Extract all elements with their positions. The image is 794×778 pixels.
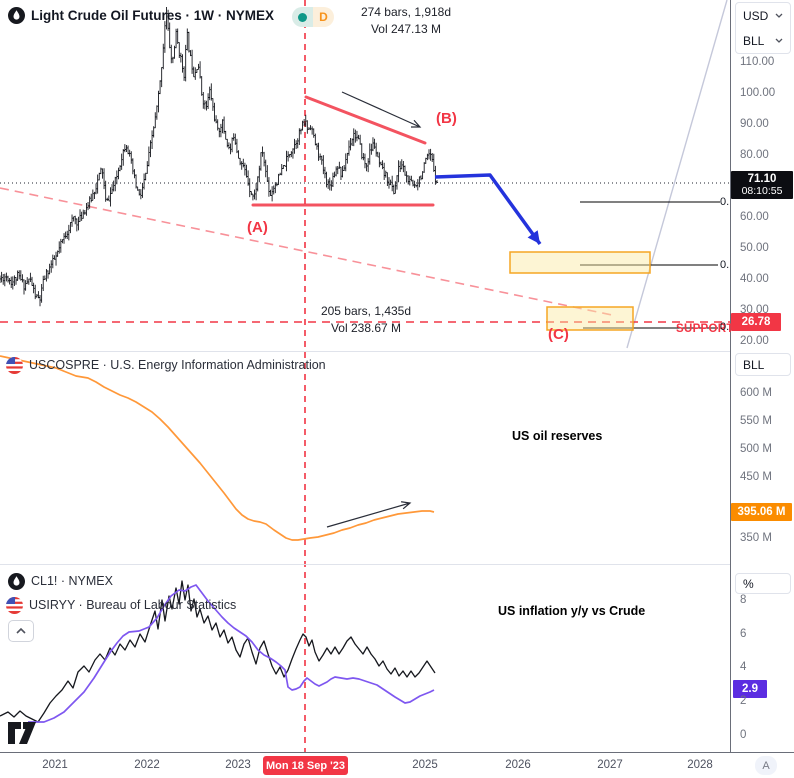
price-scale-border <box>730 0 731 778</box>
crosshair-date-badge: Mon 18 Sep '23 <box>263 756 348 775</box>
price-tick-label: 100.00 <box>740 87 776 99</box>
inflation-unit-card[interactable]: % <box>735 573 791 594</box>
reserves-unit-card[interactable]: BLL <box>735 353 791 376</box>
inflation-last-value: 2.9 <box>742 683 758 695</box>
year-tick-label: 2025 <box>412 759 438 771</box>
year-tick-label: 2022 <box>134 759 160 771</box>
reserves-last-value: 395.06 M <box>737 506 786 518</box>
legend-cl1[interactable]: CL1! · NYMEX <box>8 572 113 590</box>
collapse-pane-button[interactable] <box>8 620 34 642</box>
countdown-timer: 08:10:55 <box>741 185 783 197</box>
last-price-badge: 71.10 08:10:55 <box>731 171 793 199</box>
currency-value: USD <box>743 8 769 23</box>
chevron-up-icon <box>16 628 26 634</box>
price-tick-label: 600 M <box>740 387 772 399</box>
fib-level-label-1: 0. <box>720 196 730 208</box>
price-tick-label: 8 <box>740 594 747 606</box>
range-volume: Vol 247.13 M <box>370 22 442 36</box>
legend-reserves[interactable]: USCOSPRE · U.S. Energy Information Admin… <box>6 356 326 374</box>
us-flag-icon <box>6 596 23 614</box>
reserves-unit-value: BLL <box>743 357 765 372</box>
price-tick-label: 90.00 <box>740 118 769 130</box>
price-scale[interactable]: USD BLL BLL % 71.10 08:10:55 <box>731 0 794 752</box>
inflation-annotation: US inflation y/y vs Crude <box>498 604 646 618</box>
reserves-title: USCOSPRE · U.S. Energy Information Admin… <box>29 358 326 372</box>
chart-canvas[interactable] <box>0 0 730 752</box>
inflation-unit-value: % <box>743 576 754 591</box>
toggle-dot <box>298 12 307 22</box>
price-tick-label: 30.00 <box>740 304 769 316</box>
unit-dropdown[interactable]: BLL <box>736 28 790 53</box>
wave-c-label: (C) <box>548 326 569 343</box>
us-flag-icon <box>6 356 23 374</box>
oil-drop-icon <box>8 6 25 24</box>
usiryy-title: USIRYY · Bureau of Labour Statistics <box>29 598 237 612</box>
range-stats: 274 bars, 1,918d Vol 247.13 M <box>352 4 460 38</box>
auto-scale-button[interactable]: A <box>755 756 777 775</box>
price-tick-label: 500 M <box>740 443 772 455</box>
chevron-down-icon <box>775 13 783 18</box>
price-tick-label: 0 <box>740 729 747 741</box>
year-tick-label: 2021 <box>42 759 68 771</box>
scale-unit-card: USD BLL <box>735 2 791 54</box>
wave-b-label: (B) <box>436 110 457 127</box>
pane-divider[interactable] <box>0 564 730 565</box>
price-tick-label: 450 M <box>740 471 772 483</box>
price-tick-label: 350 M <box>740 532 772 544</box>
price-tick-label: 4 <box>740 661 747 673</box>
price-tick-label: 110.00 <box>740 56 775 68</box>
currency-dropdown[interactable]: USD <box>736 3 790 28</box>
year-tick-label: 2023 <box>225 759 251 771</box>
interval-toggle[interactable]: D <box>292 7 334 27</box>
reserves-annotation: US oil reserves <box>512 429 603 443</box>
price-tick-label: 20.00 <box>740 335 769 347</box>
price-tick-label: 2 <box>740 695 747 707</box>
fib-level-label-2: 0. <box>720 259 730 271</box>
year-tick-label: 2026 <box>505 759 531 771</box>
support-label: SUPPORT <box>676 323 734 335</box>
price-tick-label: 60.00 <box>740 211 769 223</box>
chevron-down-icon <box>775 38 783 43</box>
reserves-value-badge: 395.06 M <box>731 503 792 521</box>
legend-usiryy[interactable]: USIRYY · Bureau of Labour Statistics <box>6 596 236 614</box>
fib-level-label-3: 0. <box>720 321 730 333</box>
unit-value: BLL <box>743 33 765 48</box>
interval-d-badge[interactable]: D <box>313 7 334 27</box>
price-tick-label: 80.00 <box>740 149 769 161</box>
price-tick-label: 6 <box>740 628 747 640</box>
inflation-value-badge: 2.9 <box>733 680 767 698</box>
mid-volume: Vol 238.67 M <box>330 321 402 335</box>
tradingview-logo <box>8 722 36 744</box>
year-tick-label: 2028 <box>687 759 713 771</box>
range-bars-count: 274 bars, 1,918d <box>360 5 452 19</box>
toggle-dot-segment[interactable] <box>292 7 313 27</box>
price-tick-label: 50.00 <box>740 242 769 254</box>
mid-range-stats: 205 bars, 1,435d Vol 238.67 M <box>307 303 425 337</box>
legend-crude-futures[interactable]: Light Crude Oil Futures · 1W · NYMEX <box>8 6 274 24</box>
mid-bars-count: 205 bars, 1,435d <box>320 304 412 318</box>
time-axis[interactable]: Mon 18 Sep '23 A 2021 2022 2023 2025 2026 202… <box>0 752 794 778</box>
oil-drop-icon <box>8 572 25 590</box>
symbol-title: Light Crude Oil Futures · 1W · NYMEX <box>31 7 274 23</box>
cl1-title: CL1! · NYMEX <box>31 574 113 588</box>
support-price-badge: 26.78 <box>731 313 781 331</box>
price-tick-label: 40.00 <box>740 273 769 285</box>
price-tick-label: 550 M <box>740 415 772 427</box>
last-price: 71.10 <box>747 173 777 185</box>
pane-divider[interactable] <box>0 351 730 352</box>
wave-a-label: (A) <box>247 219 268 236</box>
year-tick-label: 2027 <box>597 759 623 771</box>
support-price: 26.78 <box>741 316 771 328</box>
